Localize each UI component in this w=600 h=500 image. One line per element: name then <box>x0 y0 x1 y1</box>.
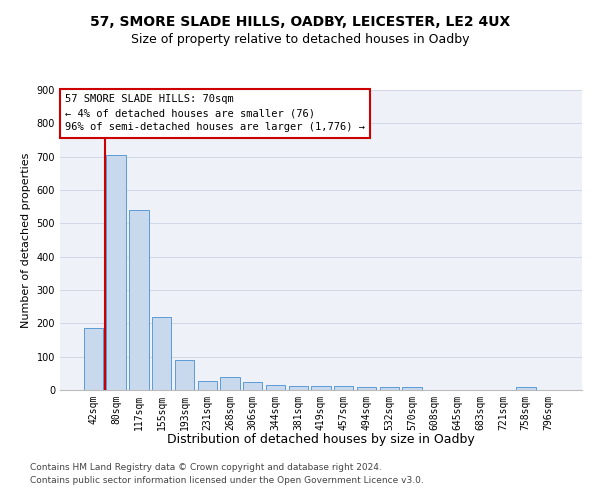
Bar <box>106 155 126 390</box>
Bar <box>243 382 262 390</box>
Bar <box>129 210 149 390</box>
Bar <box>516 386 536 390</box>
Bar <box>289 386 308 390</box>
Text: Distribution of detached houses by size in Oadby: Distribution of detached houses by size … <box>167 432 475 446</box>
Bar <box>220 378 239 390</box>
Text: 57 SMORE SLADE HILLS: 70sqm
← 4% of detached houses are smaller (76)
96% of semi: 57 SMORE SLADE HILLS: 70sqm ← 4% of deta… <box>65 94 365 132</box>
Bar <box>175 360 194 390</box>
Bar <box>152 316 172 390</box>
Bar <box>380 386 399 390</box>
Y-axis label: Number of detached properties: Number of detached properties <box>21 152 31 328</box>
Bar <box>266 385 285 390</box>
Bar <box>311 386 331 390</box>
Text: 57, SMORE SLADE HILLS, OADBY, LEICESTER, LE2 4UX: 57, SMORE SLADE HILLS, OADBY, LEICESTER,… <box>90 15 510 29</box>
Bar <box>197 381 217 390</box>
Text: Contains HM Land Registry data © Crown copyright and database right 2024.: Contains HM Land Registry data © Crown c… <box>30 464 382 472</box>
Bar <box>84 328 103 390</box>
Bar <box>403 387 422 390</box>
Bar <box>334 386 353 390</box>
Text: Size of property relative to detached houses in Oadby: Size of property relative to detached ho… <box>131 32 469 46</box>
Text: Contains public sector information licensed under the Open Government Licence v3: Contains public sector information licen… <box>30 476 424 485</box>
Bar <box>357 386 376 390</box>
